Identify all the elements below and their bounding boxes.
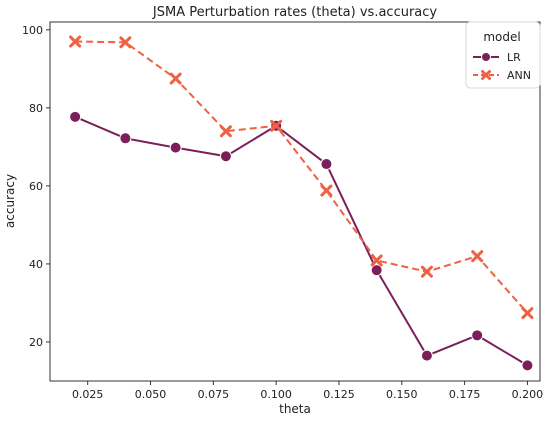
legend-marker-ann: [481, 70, 491, 80]
x-marker-stroke: [119, 36, 132, 49]
data-point-ann: [471, 250, 484, 263]
data-point-lr: [521, 359, 534, 372]
data-point-ann: [270, 119, 283, 132]
data-point-ann: [69, 35, 82, 48]
legend-label-lr: LR: [507, 51, 521, 64]
x-tick-label: 0.125: [323, 388, 355, 401]
legend-title: model: [483, 30, 520, 44]
x-tick-label: 0.100: [260, 388, 292, 401]
plot-area: 0.025 0.050 0.075 0.100 0.125 0.150 0.175 0.200…: [22, 21, 544, 401]
x-tick-label: 0.050: [135, 388, 167, 401]
legend-label-ann: ANN: [507, 69, 531, 82]
x-marker-stroke: [471, 250, 484, 263]
y-tick-label: 80: [29, 102, 43, 115]
data-point-ann: [370, 254, 383, 267]
data-point-lr: [420, 349, 433, 362]
data-point-lr: [169, 141, 182, 154]
data-point-lr: [370, 264, 383, 277]
data-point-ann: [219, 125, 232, 138]
series-line-lr: [74, 115, 528, 367]
x-tick-label: 0.175: [449, 388, 481, 401]
data-point-ann: [119, 36, 132, 49]
data-point-lr: [119, 132, 132, 145]
chart-title: JSMA Perturbation rates (theta) vs.accur…: [152, 5, 438, 20]
y-tick-label: 40: [29, 258, 43, 271]
data-point-ann: [320, 184, 333, 197]
data-point-ann: [420, 265, 433, 278]
x-marker-stroke: [370, 254, 383, 267]
legend-x-marker: [481, 70, 491, 80]
x-marker-stroke: [219, 125, 232, 138]
y-tick-label: 60: [29, 180, 43, 193]
x-tick-label: 0.025: [72, 388, 104, 401]
x-marker-stroke: [420, 265, 433, 278]
data-point-ann: [169, 72, 182, 85]
y-tick-label: 100: [22, 24, 43, 37]
x-tick-label: 0.200: [512, 388, 544, 401]
y-axis-label: accuracy: [3, 174, 17, 228]
data-point-lr: [471, 329, 484, 342]
x-marker-stroke: [69, 35, 82, 48]
x-marker-stroke: [270, 119, 283, 132]
x-marker-stroke: [169, 72, 182, 85]
x-tick-label: 0.075: [198, 388, 230, 401]
data-point-lr: [320, 158, 333, 171]
legend-marker-lr: [481, 52, 491, 62]
x-marker-stroke: [521, 307, 534, 320]
data-point-lr: [219, 150, 232, 163]
series-line-ann: [75, 40, 529, 314]
legend: model LR ANN: [465, 21, 541, 89]
plot-frame: [49, 21, 541, 382]
data-point-lr: [69, 110, 82, 123]
x-marker-stroke: [320, 184, 333, 197]
x-marker-stroke: [481, 70, 491, 80]
x-tick-label: 0.150: [386, 388, 418, 401]
x-axis-label: theta: [279, 402, 311, 416]
data-point-ann: [521, 307, 534, 320]
y-tick-label: 20: [29, 336, 43, 349]
